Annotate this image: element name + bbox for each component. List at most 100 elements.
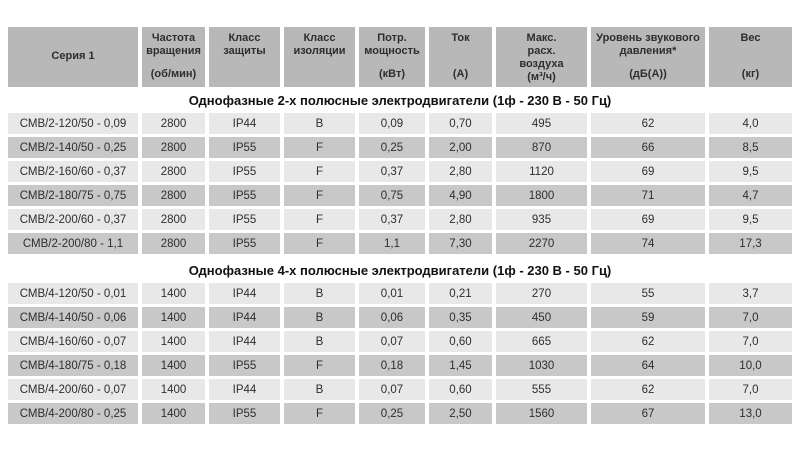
cell-current: 0,60 (429, 379, 492, 400)
header-weight: Вес (кг) (709, 27, 792, 87)
section-title-4pole: Однофазные 4-х полюсные электродвигатели… (188, 262, 612, 278)
cell-airflow: 495 (496, 113, 587, 134)
cell-sound: 71 (591, 185, 705, 206)
cell-model: СМВ/4-200/80 - 0,25 (8, 403, 138, 424)
cell-weight: 17,3 (709, 233, 792, 254)
cell-power: 0,75 (359, 185, 425, 206)
header-power-label: Потр. мощность (364, 32, 420, 57)
motor-spec-table: Серия 1 Частота вращения (об/мин) Класс … (8, 27, 792, 427)
cell-sound: 64 (591, 355, 705, 376)
cell-weight: 8,5 (709, 137, 792, 158)
header-power: Потр. мощность (кВт) (359, 27, 425, 87)
cell-airflow: 870 (496, 137, 587, 158)
cell-rpm: 1400 (142, 379, 205, 400)
cell-airflow: 270 (496, 283, 587, 304)
cell-rpm: 2800 (142, 233, 205, 254)
cell-rpm: 1400 (142, 283, 205, 304)
cell-sound: 69 (591, 161, 705, 182)
cell-model: СМВ/4-160/60 - 0,07 (8, 331, 138, 352)
table-row: СМВ/2-120/50 - 0,09 2800 IP44 B 0,09 0,7… (8, 113, 792, 134)
cell-rpm: 2800 (142, 209, 205, 230)
cell-sound: 74 (591, 233, 705, 254)
cell-current: 0,21 (429, 283, 492, 304)
cell-protection: IP55 (209, 161, 280, 182)
cell-power: 0,06 (359, 307, 425, 328)
header-current-unit: (А) (452, 68, 469, 81)
table-row: СМВ/4-180/75 - 0,18 1400 IP55 F 0,18 1,4… (8, 355, 792, 376)
table-header-row: Серия 1 Частота вращения (об/мин) Класс … (8, 27, 792, 87)
header-sound-level: Уровень звукового давления* (дБ(А)) (591, 27, 705, 87)
table-row: СМВ/2-160/60 - 0,37 2800 IP55 F 0,37 2,8… (8, 161, 792, 182)
table-row: СМВ/4-120/50 - 0,01 1400 IP44 B 0,01 0,2… (8, 283, 792, 304)
cell-insulation: F (284, 137, 355, 158)
table-row: СМВ/2-140/50 - 0,25 2800 IP55 F 0,25 2,0… (8, 137, 792, 158)
cell-model: СМВ/2-160/60 - 0,37 (8, 161, 138, 182)
header-weight-label: Вес (740, 32, 761, 44)
header-weight-unit: (кг) (741, 68, 760, 81)
cell-model: СМВ/2-200/60 - 0,37 (8, 209, 138, 230)
cell-weight: 7,0 (709, 307, 792, 328)
cell-current: 2,80 (429, 161, 492, 182)
cell-insulation: B (284, 331, 355, 352)
header-power-unit: (кВт) (378, 68, 406, 81)
cell-sound: 62 (591, 113, 705, 134)
cell-current: 0,70 (429, 113, 492, 134)
cell-rpm: 2800 (142, 161, 205, 182)
cell-protection: IP55 (209, 403, 280, 424)
table-row: СМВ/2-180/75 - 0,75 2800 IP55 F 0,75 4,9… (8, 185, 792, 206)
cell-sound: 62 (591, 379, 705, 400)
header-protection-class: Класс защиты (209, 27, 280, 87)
cell-airflow: 450 (496, 307, 587, 328)
cell-weight: 4,0 (709, 113, 792, 134)
cell-protection: IP44 (209, 113, 280, 134)
cell-protection: IP55 (209, 355, 280, 376)
cell-insulation: F (284, 233, 355, 254)
cell-power: 0,09 (359, 113, 425, 134)
header-sound-level-unit: (дБ(А)) (629, 68, 667, 81)
cell-current: 0,60 (429, 331, 492, 352)
cell-protection: IP44 (209, 307, 280, 328)
cell-protection: IP55 (209, 185, 280, 206)
header-series: Серия 1 (8, 27, 138, 87)
cell-power: 0,25 (359, 137, 425, 158)
section-title-2pole: Однофазные 2-х полюсные электродвигатели… (188, 92, 612, 108)
cell-protection: IP44 (209, 283, 280, 304)
cell-insulation: F (284, 161, 355, 182)
cell-power: 0,25 (359, 403, 425, 424)
cell-airflow: 665 (496, 331, 587, 352)
cell-current: 7,30 (429, 233, 492, 254)
header-rpm-label: Частота вращения (146, 32, 201, 57)
header-rpm-unit: (об/мин) (150, 68, 197, 81)
cell-protection: IP55 (209, 233, 280, 254)
cell-weight: 9,5 (709, 209, 792, 230)
cell-airflow: 1560 (496, 403, 587, 424)
cell-weight: 13,0 (709, 403, 792, 424)
cell-rpm: 2800 (142, 113, 205, 134)
table-row: СМВ/4-140/50 - 0,06 1400 IP44 B 0,06 0,3… (8, 307, 792, 328)
header-insulation-class-label: Класс изоляции (293, 32, 346, 57)
cell-weight: 7,0 (709, 331, 792, 352)
cell-airflow: 1030 (496, 355, 587, 376)
cell-insulation: F (284, 185, 355, 206)
cell-protection: IP55 (209, 137, 280, 158)
cell-sound: 66 (591, 137, 705, 158)
cell-insulation: B (284, 283, 355, 304)
cell-insulation: F (284, 209, 355, 230)
header-rpm: Частота вращения (об/мин) (142, 27, 205, 87)
cell-sound: 67 (591, 403, 705, 424)
cell-protection: IP55 (209, 209, 280, 230)
cell-sound: 62 (591, 331, 705, 352)
cell-model: СМВ/4-200/60 - 0,07 (8, 379, 138, 400)
cell-insulation: F (284, 355, 355, 376)
cell-airflow: 1800 (496, 185, 587, 206)
header-protection-class-label: Класс защиты (223, 32, 266, 57)
cell-current: 4,90 (429, 185, 492, 206)
cell-protection: IP44 (209, 379, 280, 400)
cell-model: СМВ/2-200/80 - 1,1 (8, 233, 138, 254)
table-row: СМВ/4-200/80 - 0,25 1400 IP55 F 0,25 2,5… (8, 403, 792, 424)
header-airflow: Макс. расх. воздуха (м³/ч) (496, 27, 587, 87)
cell-weight: 10,0 (709, 355, 792, 376)
cell-current: 0,35 (429, 307, 492, 328)
cell-airflow: 555 (496, 379, 587, 400)
cell-insulation: F (284, 403, 355, 424)
